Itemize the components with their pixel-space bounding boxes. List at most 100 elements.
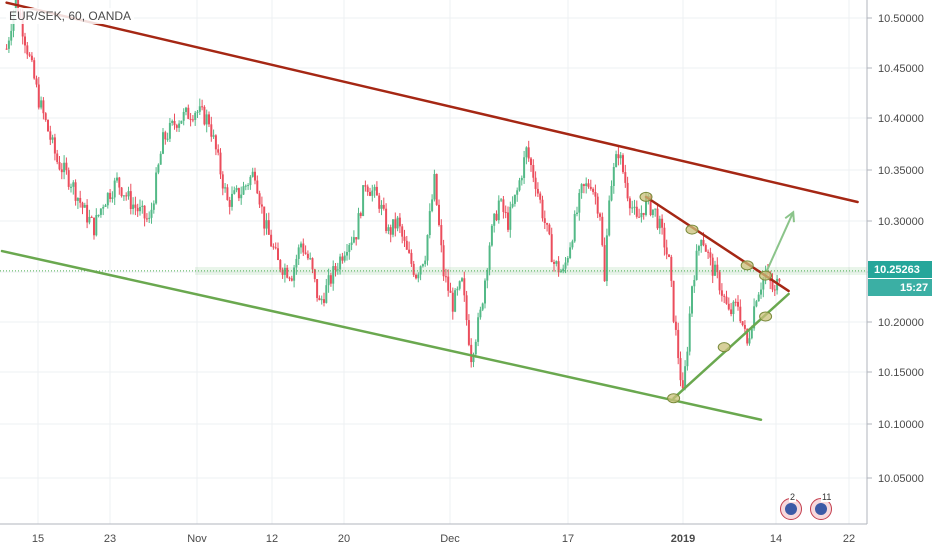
candle-body	[214, 135, 217, 150]
candle-body	[182, 111, 185, 121]
candle-body	[33, 60, 36, 79]
candle-body	[704, 245, 707, 252]
candle-body	[97, 214, 100, 216]
economic-event-icon[interactable]	[780, 498, 802, 520]
price-tick-label: 10.20000	[878, 317, 924, 329]
candle-body	[224, 187, 227, 189]
candle-body	[270, 234, 273, 247]
candle-body	[300, 243, 302, 248]
triangle-support-line[interactable]	[672, 292, 790, 400]
candle-body	[375, 186, 378, 196]
candle-body	[286, 267, 289, 278]
candle-body	[5, 48, 8, 50]
candle-body	[242, 186, 245, 195]
candle-body	[504, 212, 507, 214]
touch-point-marker[interactable]	[717, 342, 731, 353]
candle-body	[150, 209, 153, 218]
candle-body	[566, 257, 569, 263]
candle-body	[479, 309, 482, 318]
candle-body	[65, 162, 68, 171]
candle-body	[332, 266, 335, 284]
upper-channel-line[interactable]	[5, 1, 859, 204]
candle-body	[431, 199, 434, 212]
candle-body	[663, 227, 666, 248]
candle-body	[569, 247, 572, 258]
candle-body	[136, 207, 139, 212]
candle-body	[343, 255, 346, 261]
candle-body	[562, 268, 565, 272]
candle-body	[472, 354, 475, 363]
touch-point-marker[interactable]	[759, 311, 773, 322]
candle-body	[129, 191, 132, 209]
candle-body	[21, 16, 24, 37]
candle-body	[760, 289, 762, 295]
time-axis[interactable]: 15 23 Nov 12 20 Dec 17 2019 14 22	[32, 533, 855, 545]
candle-body	[587, 183, 590, 187]
candle-body	[93, 217, 95, 236]
candle-body	[743, 324, 746, 329]
candle-body	[371, 190, 374, 196]
economic-event-icon[interactable]	[810, 498, 832, 520]
candle-body	[668, 254, 670, 257]
candle-body	[74, 182, 77, 201]
candle-body	[203, 106, 206, 125]
candle-body	[127, 191, 130, 197]
candle-body	[251, 171, 254, 177]
candle-body	[723, 295, 726, 297]
grid	[0, 0, 867, 524]
candle-body	[359, 213, 362, 216]
candle-body	[240, 194, 243, 199]
candle-body	[640, 212, 643, 218]
candle-body	[267, 220, 270, 235]
touch-point-marker[interactable]	[740, 260, 754, 271]
candle-body	[297, 247, 300, 259]
candle-body	[720, 290, 723, 296]
candle-body	[396, 217, 399, 229]
candle-body	[484, 280, 486, 304]
candle-body	[334, 266, 337, 271]
touch-point-marker[interactable]	[639, 191, 653, 202]
candle-body	[111, 197, 114, 199]
lower-channel-line[interactable]	[0, 249, 763, 421]
symbol-title: EUR/SEK, 60, OANDA	[6, 8, 135, 24]
projection-arrow[interactable]	[764, 211, 795, 274]
candle-body	[162, 132, 164, 154]
candle-body	[403, 236, 406, 241]
price-axis[interactable]: 10.50000 10.45000 10.40000 10.35000 10.30000…	[867, 13, 924, 485]
candle-body	[283, 267, 286, 275]
touch-point-marker[interactable]	[685, 224, 699, 235]
candle-body	[697, 246, 700, 251]
candle-body	[380, 204, 383, 209]
candle-body	[260, 204, 263, 207]
candle-body	[113, 180, 116, 198]
candle-body	[553, 262, 555, 264]
candle-body	[143, 205, 146, 219]
current-price-label: 10.25263	[874, 264, 920, 276]
candle-body	[171, 120, 174, 123]
candle-body	[539, 193, 542, 200]
candle-body	[263, 206, 266, 229]
candle-body	[125, 195, 128, 197]
candle-body	[674, 321, 677, 330]
candle-body	[10, 30, 13, 41]
candle-body	[24, 36, 26, 46]
candle-body	[58, 162, 61, 170]
candle-body	[302, 243, 305, 253]
candle-body	[702, 239, 705, 246]
candle-body	[477, 317, 480, 342]
candle-body	[325, 285, 328, 303]
candle-body	[661, 218, 664, 228]
candle-body	[139, 206, 141, 212]
candle-body	[369, 191, 371, 196]
price-tick-label: 10.35000	[878, 165, 924, 177]
candle-body	[63, 162, 66, 173]
touch-point-marker[interactable]	[759, 270, 773, 281]
candle-body	[497, 200, 500, 221]
candle-body	[571, 241, 574, 248]
touch-point-marker[interactable]	[667, 393, 681, 404]
candle-body	[194, 112, 197, 120]
candle-body	[265, 220, 268, 229]
candle-body	[99, 208, 102, 215]
trendline-drawings[interactable]	[0, 1, 867, 421]
